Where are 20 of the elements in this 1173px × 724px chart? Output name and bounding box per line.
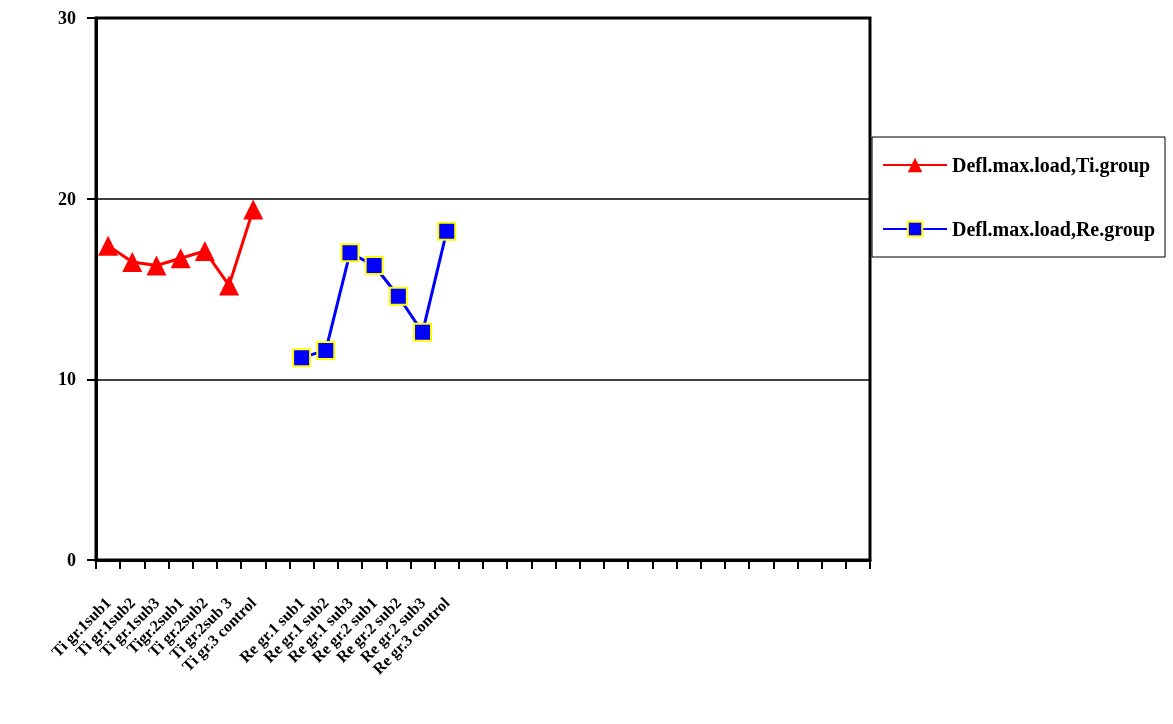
point — [122, 251, 143, 272]
y-tick-label: 0 — [67, 550, 76, 570]
point — [170, 248, 191, 269]
point — [316, 340, 336, 360]
point — [219, 275, 240, 296]
legend-label: Defl.max.load,Ti.group — [952, 154, 1151, 177]
y-tick-label: 10 — [58, 369, 76, 390]
point — [292, 348, 312, 368]
y-tick-label: 30 — [58, 8, 76, 28]
point — [98, 235, 119, 256]
point — [388, 286, 408, 306]
point — [146, 255, 167, 276]
y-tick-label: 20 — [58, 188, 76, 209]
point — [413, 322, 433, 342]
point — [437, 221, 457, 241]
legend-label: Defl.max.load,Re.group — [952, 218, 1156, 241]
point — [340, 243, 360, 263]
point — [194, 241, 215, 262]
point — [243, 199, 264, 220]
point — [364, 256, 384, 276]
